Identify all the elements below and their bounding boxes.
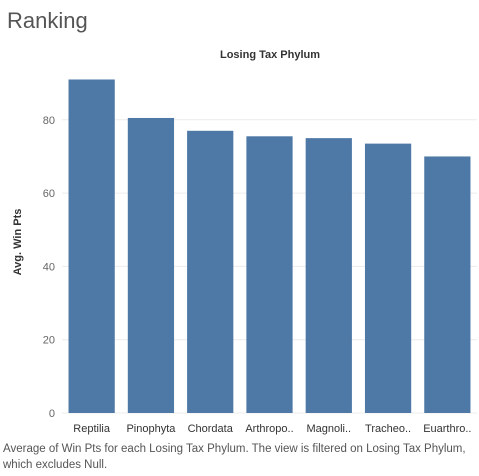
bar-0[interactable] [68, 79, 115, 414]
chart-title: Losing Tax Phylum [219, 49, 321, 61]
bar-3[interactable] [246, 136, 293, 414]
y-tick-label: 40 [43, 261, 55, 273]
bar-6[interactable] [424, 156, 471, 413]
y-tick-label: 80 [43, 115, 55, 127]
x-category-label: Arthropo.. [245, 423, 293, 435]
bar-5[interactable] [364, 143, 412, 413]
x-category-label: Chordata [188, 423, 234, 435]
x-category-label: Magnoli.. [306, 423, 351, 435]
y-tick-label: 60 [43, 188, 55, 200]
bar-chart: 0 20 40 60 80 Reptilia Pinophyta Chordata Arthr… [12, 79, 477, 435]
x-category-label: Pinophyta [126, 423, 176, 435]
bar-2[interactable] [187, 130, 234, 414]
x-category-label: Euarthro.. [423, 423, 471, 435]
page-title: Ranking [7, 8, 88, 33]
bar-1[interactable] [127, 117, 175, 413]
x-category-label: Reptilia [73, 423, 111, 435]
bar-4[interactable] [305, 138, 352, 413]
y-tick-label: 0 [49, 408, 55, 420]
x-category-label: Tracheo.. [365, 423, 411, 435]
y-axis-label: Avg. Win Pts [12, 209, 24, 276]
chart-caption: Average of Win Pts for each Losing Tax P… [3, 443, 466, 471]
y-tick-label: 20 [43, 335, 55, 347]
